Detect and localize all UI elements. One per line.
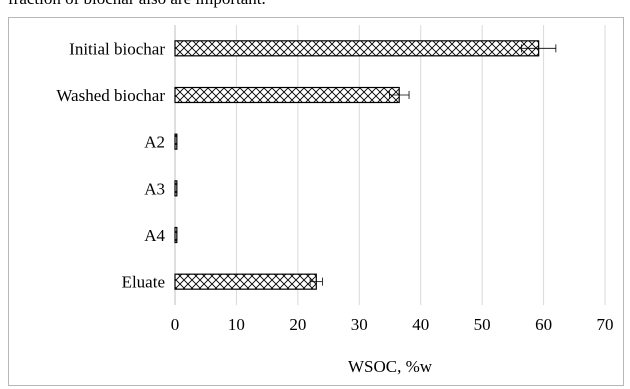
bar-a2 bbox=[174, 133, 178, 150]
bar-eluate bbox=[174, 273, 317, 290]
axis-labels: 0 10 20 30 40 50 60 70 Initial biochar Washed bio… bbox=[56, 39, 613, 334]
x-tick-label: 10 bbox=[228, 315, 245, 334]
bar-a4 bbox=[174, 226, 178, 244]
x-tick-label: 0 bbox=[171, 315, 180, 334]
y-category-label: A4 bbox=[144, 226, 165, 245]
chart-frame bbox=[8, 17, 624, 386]
bar-washed-biochar bbox=[174, 86, 400, 104]
caption-fragment: fraction of biochar also are important. bbox=[8, 0, 628, 9]
x-tick-label: 60 bbox=[535, 315, 552, 334]
x-tick-label: 30 bbox=[351, 315, 368, 334]
grid-lines bbox=[174, 25, 606, 305]
y-category-label: A3 bbox=[144, 179, 165, 198]
bar-initial-biochar bbox=[174, 40, 540, 57]
y-category-label: Eluate bbox=[122, 273, 165, 292]
bar-a3 bbox=[174, 180, 178, 197]
y-category-label: Initial biochar bbox=[69, 39, 165, 58]
y-category-label: Washed biochar bbox=[56, 86, 165, 105]
x-axis-title: WSOC, %w bbox=[348, 357, 433, 376]
x-tick-label: 50 bbox=[474, 315, 491, 334]
bars bbox=[174, 40, 557, 290]
y-category-label: A2 bbox=[144, 133, 165, 152]
x-tick-label: 40 bbox=[412, 315, 429, 334]
x-tick-label: 20 bbox=[289, 315, 306, 334]
x-tick-label: 70 bbox=[597, 315, 614, 334]
